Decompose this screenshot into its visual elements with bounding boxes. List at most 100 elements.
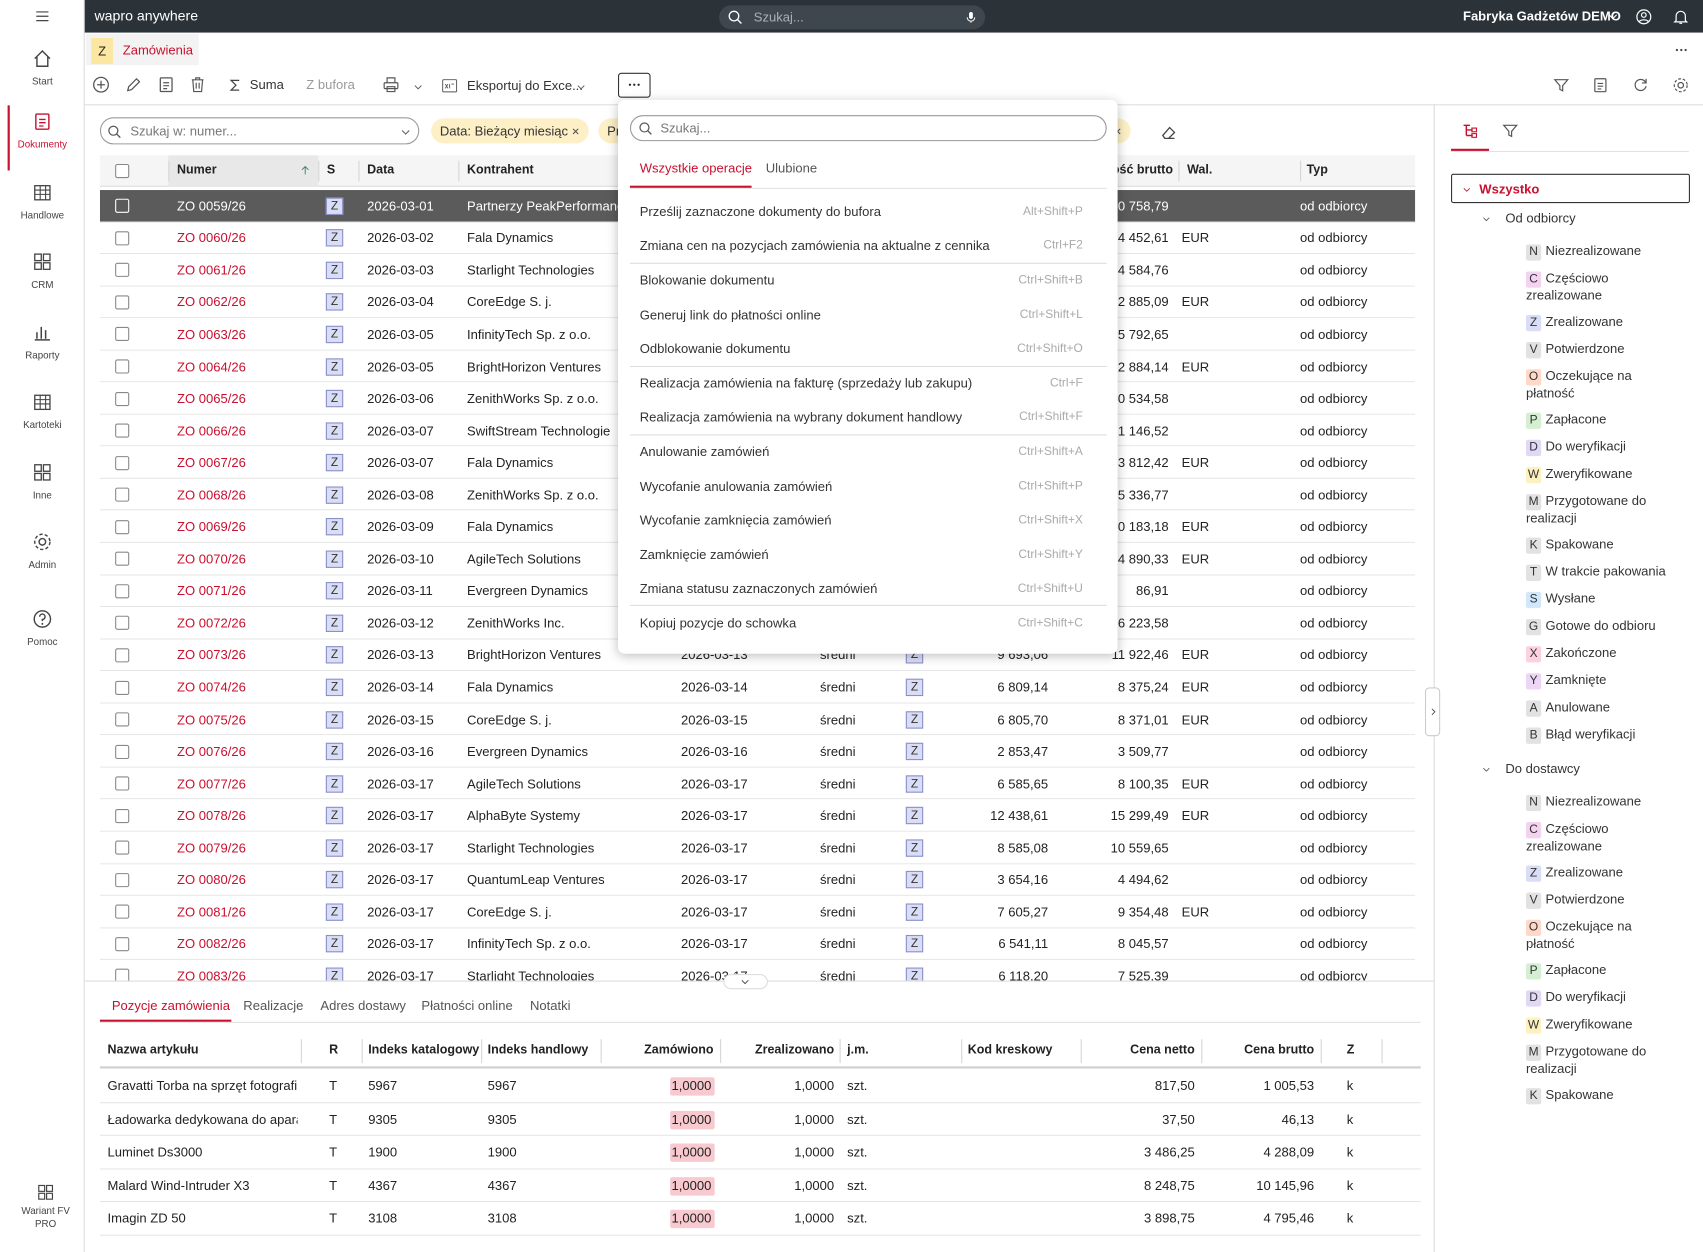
sidebar-item[interactable]: Start	[32, 76, 53, 87]
menu-button[interactable]	[34, 8, 51, 25]
row-checkbox[interactable]	[115, 295, 130, 310]
row-checkbox[interactable]	[115, 969, 130, 981]
sidebar-icon[interactable]	[36, 1183, 56, 1203]
table-row[interactable]: ZO 0077/26 2026-03-17 AgileTech Solutions 2…	[99, 767, 1416, 800]
tree-item[interactable]: K Spakowane	[1525, 1087, 1680, 1105]
sidebar-icon[interactable]	[31, 48, 53, 70]
mic-icon[interactable]	[963, 10, 978, 25]
row-checkbox[interactable]	[115, 391, 130, 406]
menu-search[interactable]	[629, 115, 1107, 142]
column-header[interactable]: Data	[367, 163, 395, 178]
sidebar-icon[interactable]	[31, 531, 53, 553]
tree-item[interactable]: S Wysłane	[1525, 591, 1680, 609]
sidebar-item[interactable]: Raporty	[25, 349, 60, 361]
sidebar-item[interactable]: Handlowe	[20, 209, 65, 221]
tree-item[interactable]: W Zweryfikowane	[1525, 466, 1680, 484]
menu-tab[interactable]: Wszystkie operacje	[639, 160, 752, 176]
tree-item[interactable]: Z Zrealizowane	[1525, 864, 1680, 882]
tree-item[interactable]: C Częściowo zrealizowane	[1525, 270, 1680, 304]
tree-item[interactable]: O Oczekujące na płatność	[1525, 368, 1680, 402]
collapse-handle[interactable]	[723, 974, 768, 990]
toolbar-button[interactable]	[1551, 75, 1569, 93]
row-checkbox[interactable]	[115, 648, 130, 663]
sidebar-item[interactable]: Pomoc	[27, 636, 58, 648]
details-row[interactable]	[99, 1103, 1421, 1136]
row-checkbox[interactable]	[115, 840, 130, 855]
details-column-header[interactable]: Z	[1346, 1043, 1355, 1057]
tree-view-tab[interactable]	[1460, 121, 1478, 139]
toolbar-button[interactable]	[1631, 75, 1649, 93]
global-search[interactable]	[718, 5, 986, 30]
clear-filters[interactable]	[1159, 123, 1179, 143]
tree-item[interactable]: P Zapłacone	[1525, 412, 1680, 429]
tree-item[interactable]: D Do weryfikacji	[1525, 989, 1680, 1007]
export-button[interactable]: Eksportuj do Exce...	[467, 78, 583, 94]
row-checkbox[interactable]	[115, 327, 130, 342]
tree-item[interactable]: N Niezrealizowane	[1525, 794, 1680, 812]
toolbar-button[interactable]	[1591, 75, 1609, 93]
table-row[interactable]: ZO 0074/26 2026-03-14 Fala Dynamics 2026-03…	[99, 671, 1416, 704]
sum-button[interactable]: Suma	[249, 77, 284, 93]
sidebar-icon[interactable]	[31, 462, 53, 484]
row-checkbox[interactable]	[115, 199, 130, 214]
tab-menu[interactable]	[1673, 41, 1690, 58]
sidebar-item[interactable]: Kartoteki	[23, 419, 62, 431]
row-checkbox[interactable]	[115, 455, 130, 470]
table-row[interactable]: ZO 0075/26 2026-03-15 CoreEdge S. j. 2026-0…	[99, 703, 1416, 736]
tree-item[interactable]: D Do weryfikacji	[1525, 439, 1680, 457]
column-header[interactable]: Kontrahent	[467, 163, 534, 178]
bell-icon[interactable]	[1671, 7, 1689, 25]
tree-group[interactable]: Od odbiorcy	[1477, 203, 1689, 234]
row-checkbox[interactable]	[115, 712, 130, 727]
company-chevron[interactable]	[1605, 9, 1620, 24]
sidebar-item[interactable]: Admin	[28, 559, 57, 571]
chip-remove[interactable]	[569, 125, 582, 138]
print-chevron[interactable]	[412, 80, 425, 93]
details-tab[interactable]: Notatki	[530, 997, 571, 1014]
tree-item[interactable]: B Błąd weryfikacji	[1525, 726, 1680, 744]
details-column-header[interactable]: Kod kreskowy	[967, 1043, 1053, 1057]
sidebar-icon[interactable]	[31, 111, 53, 133]
tree-item[interactable]: Z Zrealizowane	[1525, 314, 1680, 332]
row-checkbox[interactable]	[115, 487, 130, 502]
row-checkbox[interactable]	[115, 616, 130, 631]
export-chevron[interactable]	[575, 80, 588, 93]
row-checkbox[interactable]	[115, 551, 130, 567]
details-column-header[interactable]: Zrealizowano	[754, 1043, 835, 1057]
details-row[interactable]	[99, 1169, 1421, 1203]
details-tab[interactable]: Płatności online	[421, 997, 513, 1014]
row-checkbox[interactable]	[115, 423, 130, 438]
tab-title[interactable]: Zamówienia	[122, 42, 194, 58]
company-name[interactable]: Fabryka Gadżetów DEMO	[1462, 8, 1621, 24]
toolbar-button[interactable]	[124, 75, 144, 95]
row-checkbox[interactable]	[115, 680, 130, 695]
row-checkbox[interactable]	[115, 808, 130, 823]
filter-view-tab[interactable]	[1500, 121, 1518, 139]
details-tab[interactable]: Pozycje zamówienia	[111, 997, 230, 1014]
table-row[interactable]: ZO 0081/26 2026-03-17 CoreEdge S. j. 2026-0…	[99, 895, 1416, 929]
sidebar-icon[interactable]	[31, 608, 53, 630]
tree-item[interactable]: C Częściowo zrealizowane	[1525, 821, 1680, 855]
details-tab[interactable]: Realizacje	[243, 997, 304, 1014]
panel-toggle[interactable]	[1424, 687, 1441, 737]
details-column-header[interactable]: Zamówiono	[644, 1043, 714, 1057]
row-checkbox[interactable]	[115, 904, 130, 920]
sidebar-icon[interactable]	[31, 321, 53, 343]
list-search[interactable]	[99, 117, 420, 145]
details-column-header[interactable]: Indeks handlowy	[487, 1043, 589, 1057]
details-column-header[interactable]: Indeks katalogowy	[368, 1043, 480, 1057]
tree-item[interactable]: M Przygotowane do realizacji	[1525, 493, 1680, 527]
row-checkbox[interactable]	[115, 263, 130, 278]
sidebar-icon[interactable]	[31, 251, 53, 273]
details-column-header[interactable]: Cena brutto	[1244, 1043, 1315, 1057]
table-row[interactable]: ZO 0079/26 2026-03-17 Starlight Technologi…	[99, 831, 1416, 864]
tree-item[interactable]: A Anulowane	[1525, 699, 1680, 717]
toolbar-button[interactable]	[91, 75, 111, 95]
sidebar-icon[interactable]	[31, 391, 53, 413]
tree-item[interactable]: K Spakowane	[1525, 536, 1680, 554]
row-checkbox[interactable]	[115, 359, 130, 374]
tree-group[interactable]: Do dostawcy	[1477, 754, 1689, 785]
row-checkbox[interactable]	[115, 519, 130, 535]
tree-item[interactable]: V Potwierdzone	[1525, 341, 1680, 359]
details-row[interactable]	[99, 1070, 1421, 1103]
